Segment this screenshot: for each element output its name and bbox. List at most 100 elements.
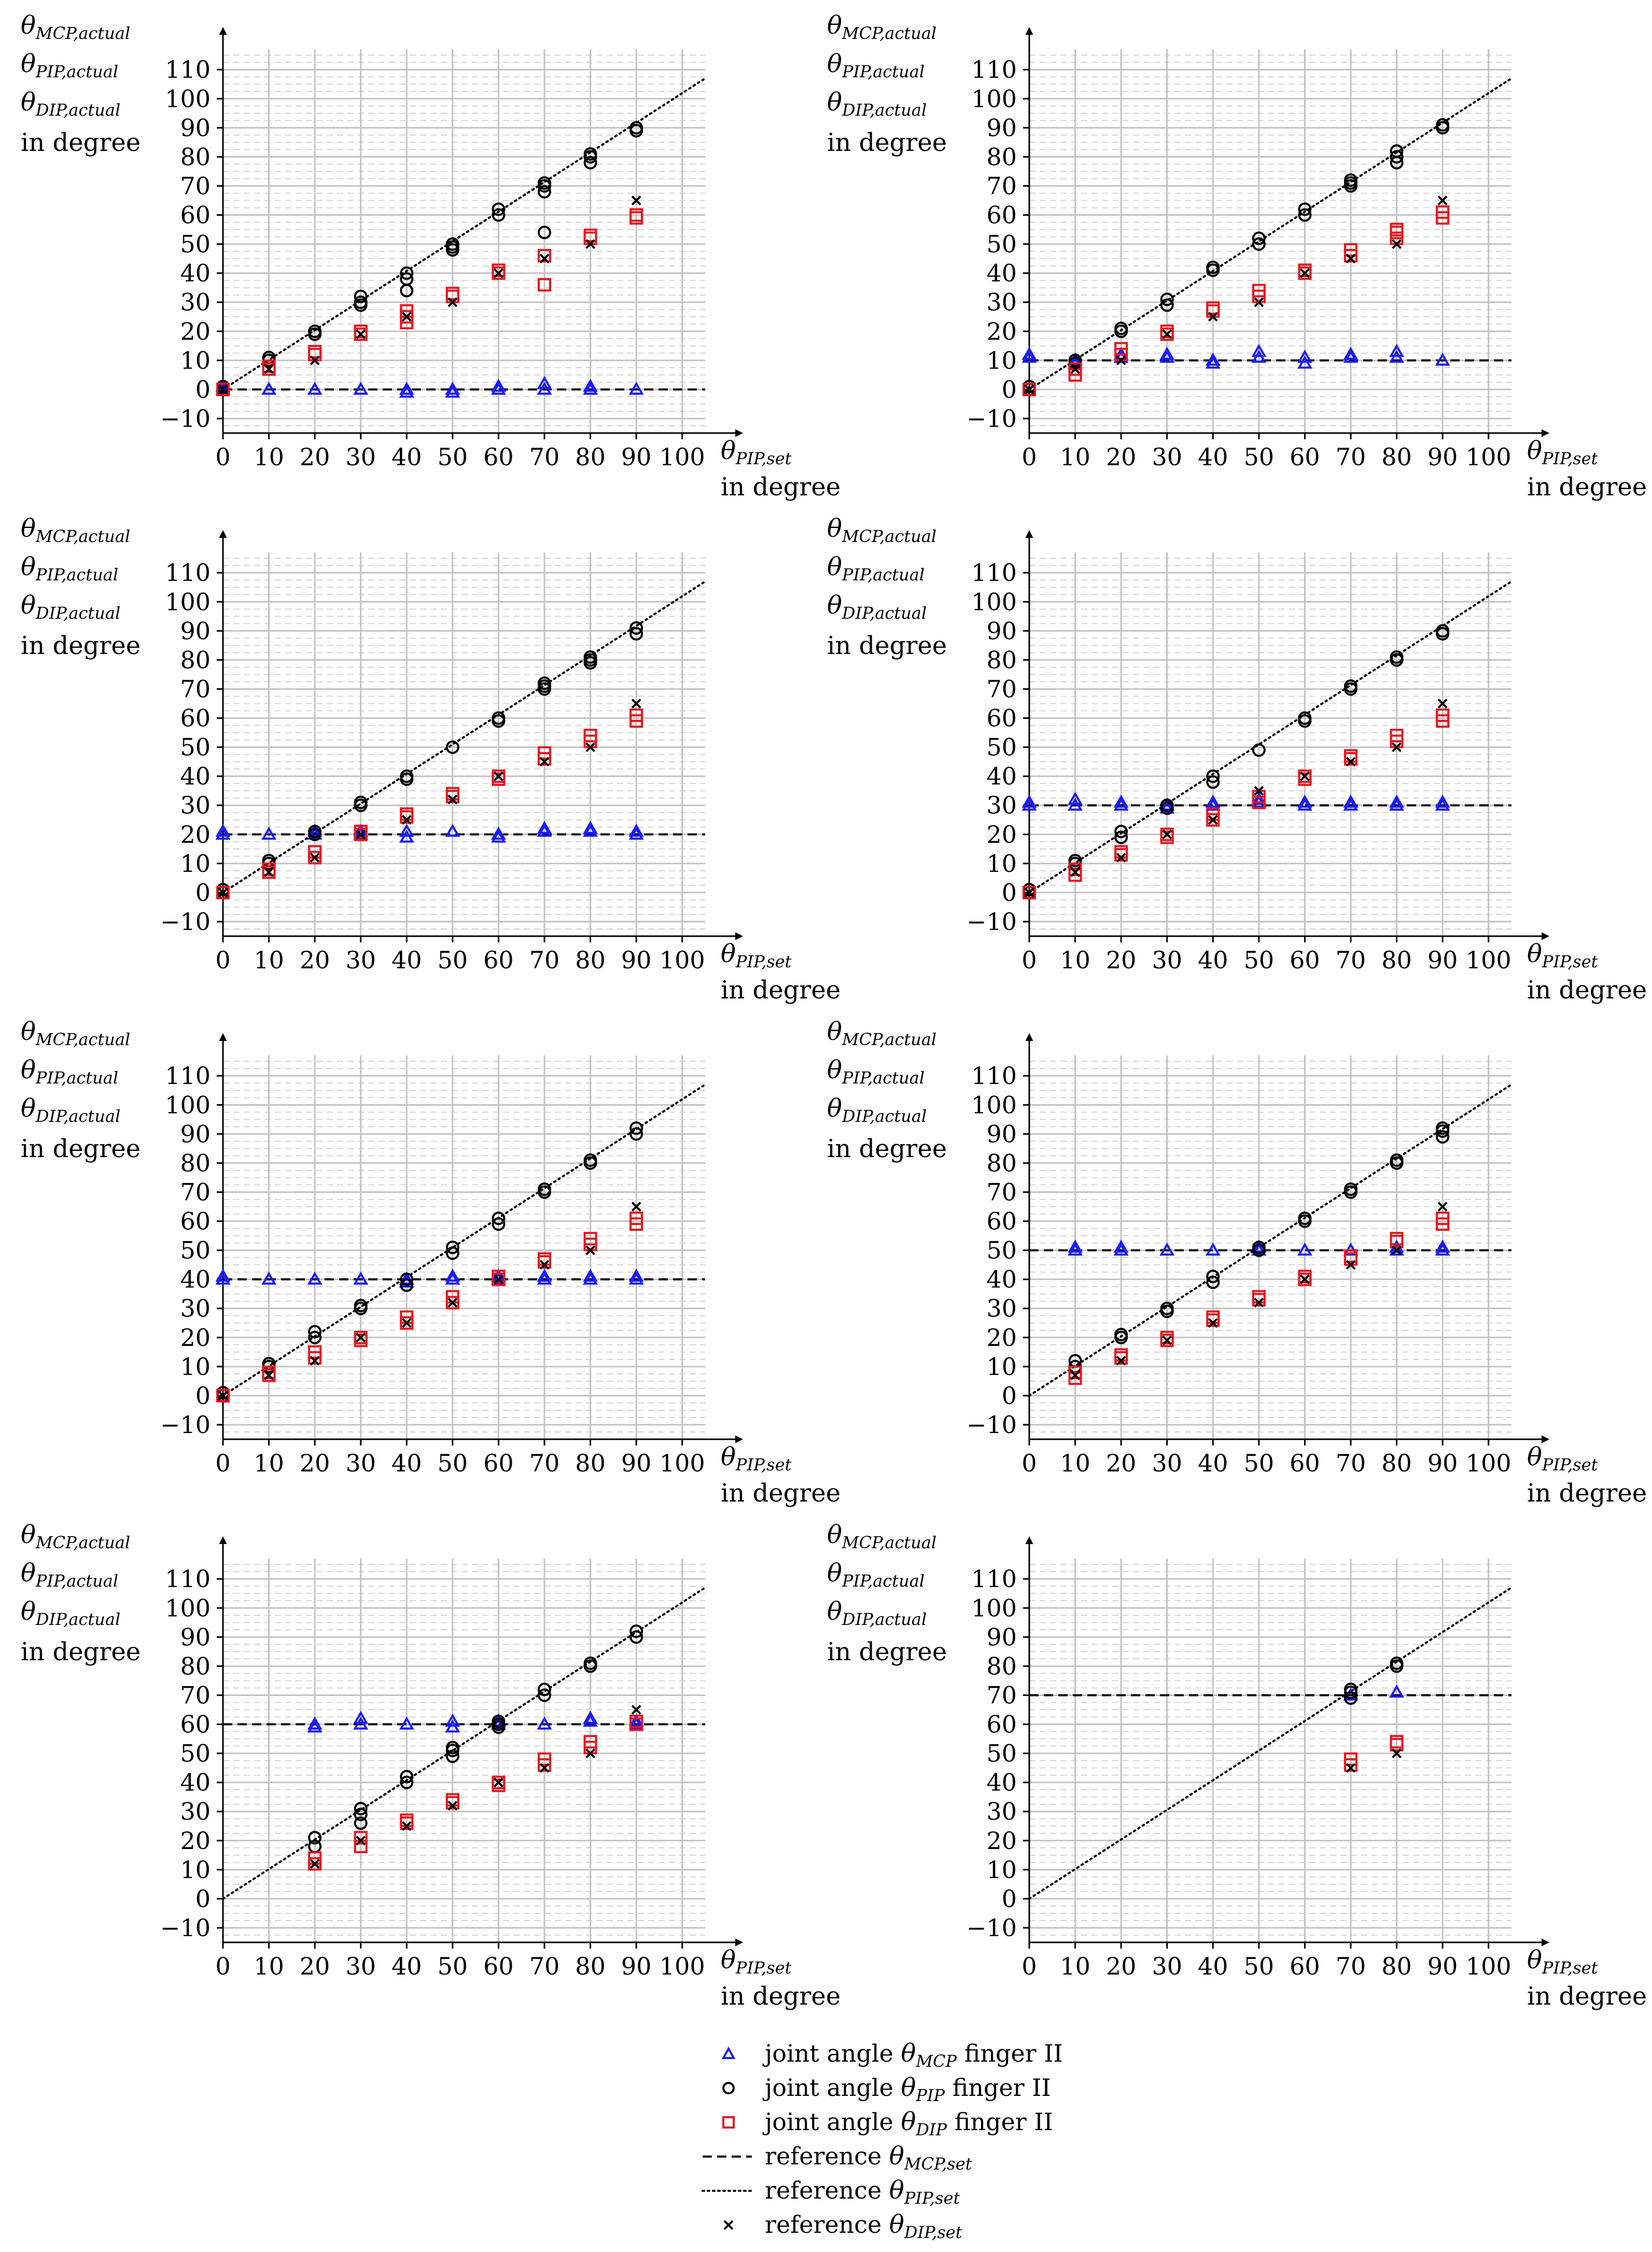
y-axis-label-line-subscript: PIP,actual	[842, 1068, 925, 1088]
x-tick-label: 90	[1427, 1449, 1458, 1477]
x-tick-label: 10	[1060, 1449, 1090, 1477]
y-axis-label-line-symbol: θ	[827, 1597, 842, 1626]
y-tick-label: 80	[986, 1652, 1017, 1680]
y-tick-label: 20	[180, 1827, 211, 1855]
chart-panel-6: 0 10 20 30 40 50 60 70 80 90 100−10010203040506070…	[827, 1017, 1647, 1508]
dip-point	[538, 1752, 551, 1766]
mcp-point	[215, 1271, 231, 1285]
mcp-point	[537, 1271, 552, 1285]
dip-reference-point	[1116, 355, 1126, 366]
y-tick-label: 50	[986, 1740, 1017, 1768]
x-tick-label: 60	[483, 1952, 514, 1980]
pip-point	[629, 121, 643, 135]
x-tick-label: 90	[1427, 1952, 1458, 1980]
mcp-point	[1205, 795, 1221, 808]
y-tick-label: 0	[1002, 376, 1017, 404]
y-tick-label: 10	[180, 1353, 211, 1381]
x-tick-label: 90	[1427, 443, 1458, 471]
y-axis-label-line-subscript: MCP,actual	[35, 1030, 130, 1049]
y-tick-label: 10	[180, 1856, 211, 1884]
mcp-point	[307, 381, 323, 395]
legend-label-suffix: finger II	[947, 2108, 1053, 2136]
dip-point	[216, 1388, 230, 1402]
y-tick-label: 20	[986, 1827, 1017, 1855]
x-tick-label: 100	[1466, 443, 1511, 471]
y-tick-label: 40	[180, 1769, 211, 1797]
pip-point	[492, 711, 506, 725]
dip-reference-point	[539, 757, 550, 767]
mcp-point	[1435, 1239, 1450, 1253]
pip-point	[492, 1217, 506, 1231]
legend-label-text: joint angle	[762, 2039, 901, 2067]
legend-label-subscript: PIP,set	[904, 2188, 960, 2208]
y-tick-label: 30	[986, 1798, 1017, 1826]
dip-reference-point	[356, 329, 366, 339]
mcp-point	[491, 1271, 506, 1285]
pip-point	[308, 825, 322, 839]
legend-label-text: reference	[765, 2211, 889, 2239]
y-tick-label: 20	[986, 821, 1017, 849]
legend-label-symbol: θ	[889, 2210, 904, 2239]
grid	[223, 552, 705, 936]
dip-point	[445, 286, 459, 300]
pip-point	[583, 156, 597, 170]
x-tick-label: 0	[215, 1952, 230, 1980]
y-axis-label-line-symbol: θ	[827, 1094, 842, 1123]
x-axis-label-subscript: PIP,set	[1542, 1455, 1598, 1475]
pip-point	[354, 289, 368, 303]
x-tick-label: 70	[529, 1952, 560, 1980]
legend-label-subscript: MCP,set	[904, 2154, 972, 2174]
mcp-point	[628, 1716, 644, 1730]
y-tick-label: 10	[986, 346, 1017, 374]
y-tick-label: 40	[986, 259, 1017, 287]
x-axis-label: θPIP,set	[721, 939, 792, 971]
dip-reference-point	[631, 699, 641, 708]
pip-point	[492, 1714, 506, 1728]
mcp-point	[1435, 1242, 1450, 1256]
y-axis-label-line-symbol: θ	[827, 552, 842, 581]
y-tick-label: 0	[1002, 1382, 1017, 1410]
mcp-point	[353, 1271, 369, 1285]
x-tick-label: 90	[621, 1952, 652, 1980]
y-axis-label-line-subscript: DIP,actual	[842, 1106, 927, 1126]
y-tick-label: −10	[160, 405, 211, 433]
y-tick-label: 60	[986, 1711, 1017, 1739]
x-tick-label: 30	[1152, 1449, 1182, 1477]
y-tick-label: 50	[180, 733, 211, 761]
chart-panel-7: 0 10 20 30 40 50 60 70 80 90 100−10010203040506070…	[21, 1520, 841, 2011]
y-tick-label: 30	[180, 791, 211, 819]
x-tick-label: 30	[345, 1952, 376, 1980]
x-tick-label: 60	[483, 1449, 514, 1477]
dip-reference-point	[1070, 1370, 1080, 1381]
x-axis-unit: in degree	[721, 472, 841, 502]
y-axis-label-line-subscript: MCP,actual	[842, 526, 936, 546]
y-tick-label: 110	[971, 559, 1017, 587]
y-axis-label-line-symbol: θ	[827, 1559, 842, 1588]
x-tick-label: 0	[1021, 1449, 1037, 1477]
legend-marker-triangle	[721, 2046, 736, 2059]
dip-reference-point	[310, 853, 320, 863]
y-axis-label-line-subscript: MCP,actual	[35, 23, 130, 43]
y-axis-label-line: θMCP,actual	[21, 11, 130, 43]
y-tick-label: 100	[971, 588, 1017, 616]
y-tick-label: 50	[986, 230, 1017, 258]
mcp-point	[445, 1271, 460, 1285]
pip-point	[1114, 830, 1128, 844]
y-tick-label: 70	[986, 172, 1017, 200]
y-axis-label-line: θPIP,actual	[21, 1055, 118, 1088]
x-axis-label-subscript: PIP,set	[735, 1958, 792, 1978]
dip-reference-point	[539, 1763, 550, 1773]
pip-point	[1160, 1301, 1174, 1315]
pip-point	[1114, 1328, 1128, 1342]
mcp-point	[1205, 352, 1221, 366]
x-tick-label: 40	[1198, 1449, 1228, 1477]
y-axis-label-line: θPIP,actual	[21, 1559, 118, 1591]
dip-reference-point	[494, 1274, 503, 1285]
x-tick-label: 20	[300, 946, 330, 974]
pip-point	[1390, 144, 1404, 158]
mcp-point	[537, 376, 552, 389]
y-axis-label-line-symbol: θ	[21, 1017, 36, 1046]
dip-reference-point	[631, 1202, 641, 1212]
legend-item: reference θDIP,set	[723, 2210, 962, 2242]
y-axis-label-line: θMCP,actual	[21, 1520, 130, 1552]
